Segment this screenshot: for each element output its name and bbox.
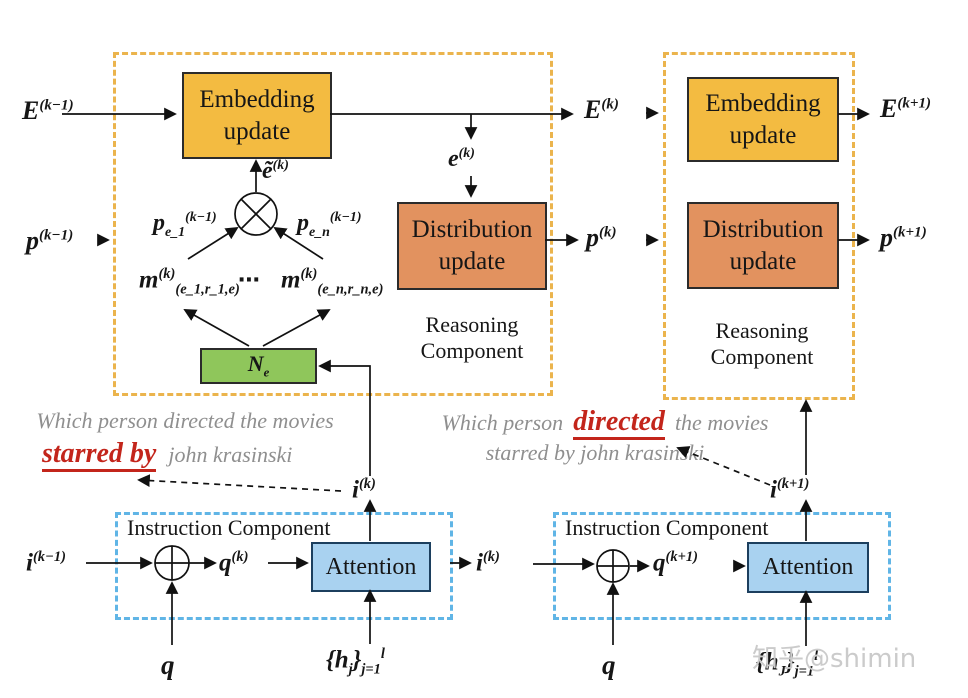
label-E-k: E(k) [584, 95, 619, 124]
ellipsis-dots: ⋯ [238, 268, 260, 293]
label-i-k-lower: i(k) [476, 549, 500, 577]
highlight-starred-by: starred by [42, 438, 157, 472]
distribution-update-box-left: Distribution update [397, 202, 547, 290]
label-i-k-minus-1: i(k−1) [26, 549, 66, 577]
embedding-update-label-right: Embedding update [705, 89, 821, 149]
neighbor-aggregate-label: Ne [247, 351, 270, 380]
distribution-update-label-right: Distribution update [702, 215, 824, 275]
label-e-tilde-k: ẽ(k) [262, 158, 289, 184]
label-m-1: m(k)(e_1,r_1,e) [139, 266, 240, 298]
label-i-k-plus-1: i(k+1) [770, 476, 810, 504]
label-q-k-plus-1: q(k+1) [653, 549, 698, 577]
label-h-set-left: {hj}j=1l [326, 646, 385, 678]
embedding-update-label-left: Embedding update [199, 85, 315, 145]
embedding-update-box-left: Embedding update [182, 72, 332, 159]
reasoning-title-text-right: Reasoning Component [710, 318, 814, 369]
distribution-update-label-left: Distribution update [411, 216, 533, 275]
instruction-component-left-frame [115, 512, 453, 620]
label-h-set-right: {hJ}j=1l [756, 648, 819, 680]
label-q-input-left: q [161, 650, 175, 680]
question-left-line1: Which person directed the movies [36, 408, 334, 433]
label-p-e1: pe_1(k−1) [153, 210, 217, 240]
attention-label-right: Attention [762, 554, 854, 580]
reasoning-component-title-right: Reasoning Component [682, 318, 842, 370]
question-right-pre: Which person [441, 410, 564, 435]
attention-box-left: Attention [311, 542, 431, 592]
label-p-k-plus-1: p(k+1) [880, 223, 927, 252]
distribution-update-box-right: Distribution update [687, 202, 839, 289]
question-right-line2: starred by john krasinski [485, 440, 705, 465]
label-p-en: pe_n(k−1) [297, 210, 362, 240]
highlight-directed: directed [573, 406, 665, 440]
neighbor-aggregate-box: Ne [200, 348, 317, 384]
question-left-line2-rest: john krasinski [168, 442, 293, 467]
label-m-n: m(k)(e_n,r_n,e) [281, 266, 384, 298]
embedding-update-box-right: Embedding update [687, 77, 839, 162]
watermark: 知乎@shimin [752, 644, 917, 674]
question-left-line2: starred by john krasinski [42, 438, 293, 472]
label-q-input-right: q [602, 650, 616, 680]
attention-box-right: Attention [747, 542, 869, 593]
question-right-line1: Which person directed the movies [425, 406, 785, 440]
instruction-component-title-right: Instruction Component [565, 515, 769, 540]
label-E-k-plus-1: E(k+1) [880, 94, 932, 123]
instruction-component-title-left: Instruction Component [127, 515, 331, 540]
label-p-k: p(k) [586, 223, 617, 252]
reasoning-component-right-frame [663, 52, 855, 400]
question-right-post: the movies [674, 410, 769, 435]
label-q-k: q(k) [219, 549, 249, 577]
reasoning-title-text-left: Reasoning Component [420, 312, 524, 363]
attention-label-left: Attention [325, 553, 417, 580]
label-p-k-minus-1: p(k−1) [26, 226, 74, 255]
instruction-component-right-frame [553, 512, 891, 620]
label-E-k-minus-1: E(k−1) [22, 96, 74, 125]
label-i-k-upper: i(k) [352, 476, 376, 504]
reasoning-component-title-left: Reasoning Component [397, 312, 547, 364]
label-e-k: e(k) [448, 146, 475, 172]
